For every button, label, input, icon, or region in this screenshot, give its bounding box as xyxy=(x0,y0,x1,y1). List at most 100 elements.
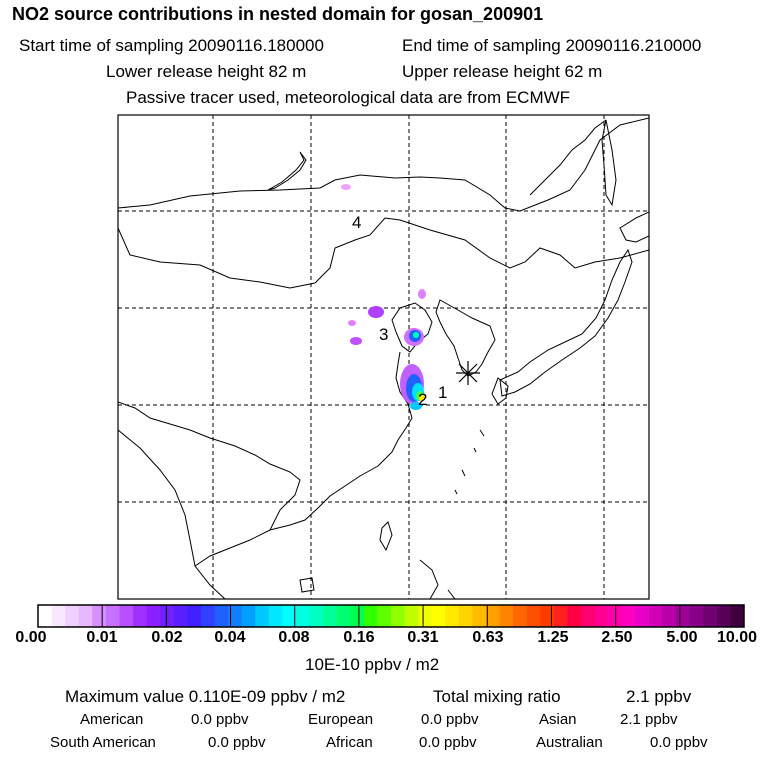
colorbar-cell xyxy=(214,605,229,627)
colorbar-cell xyxy=(703,605,718,627)
colorbar-cell xyxy=(594,605,609,627)
american-label: American xyxy=(80,711,144,728)
colorbar-cell xyxy=(553,605,568,627)
colorbar-cell xyxy=(51,605,66,627)
lower-release-height: Lower release height 82 m xyxy=(106,62,307,81)
plume-region-2 xyxy=(419,395,425,401)
european-label: European xyxy=(308,711,374,728)
colorbar-cell xyxy=(431,605,446,627)
colorbar-cell xyxy=(404,605,419,627)
colorbar-units: 10E-10 ppbv / m2 xyxy=(305,655,440,674)
colorbar-tick: 0.31 xyxy=(407,629,439,646)
indochina-coast xyxy=(118,429,226,599)
colorbar-cell xyxy=(92,605,107,627)
colorbar-tick: 0.02 xyxy=(151,629,183,646)
colorbar-frame xyxy=(37,604,745,628)
asterisk-icon xyxy=(456,361,480,385)
plume-spot xyxy=(350,337,362,345)
colorbar-tick: 10.00 xyxy=(716,629,758,646)
okhotsk-coast xyxy=(529,119,607,196)
asian-value: 2.1 ppbv xyxy=(620,711,678,728)
colorbar-cell xyxy=(187,605,202,627)
colorbar-cell xyxy=(65,605,80,627)
japan-hokkaido xyxy=(619,211,649,243)
colorbar-cell xyxy=(445,605,460,627)
australian-label: Australian xyxy=(536,734,603,751)
colorbar-cell xyxy=(676,605,691,627)
northern-border xyxy=(118,117,649,212)
region-label-4: 4 xyxy=(352,213,361,232)
colorbar-cell xyxy=(363,605,378,627)
plume-spot xyxy=(341,184,351,190)
colorbar-cell xyxy=(567,605,582,627)
plume-spot xyxy=(368,306,384,318)
philippines xyxy=(419,559,456,599)
colorbar-cell xyxy=(241,605,256,627)
end-time-label: End time of sampling 20090116.210000 xyxy=(402,36,702,55)
asian-label: Asian xyxy=(539,711,577,728)
colorbar-tick: 0.63 xyxy=(472,629,504,646)
plot-title: NO2 source contributions in nested domai… xyxy=(12,4,544,24)
african-value: 0.0 ppbv xyxy=(419,734,477,751)
colorbar-cell xyxy=(78,605,93,627)
colorbar-tick: 0.00 xyxy=(15,629,47,646)
plume-layer xyxy=(341,184,426,410)
mongolia-border xyxy=(118,217,649,289)
colorbar-tick: 0.16 xyxy=(343,629,375,646)
sakhalin xyxy=(601,119,617,207)
ryukyu-islands xyxy=(454,429,485,495)
south-american-label: South American xyxy=(50,734,156,751)
colorbar-cell xyxy=(350,605,365,627)
colorbar-cell xyxy=(648,605,664,627)
taiwan xyxy=(379,521,393,552)
colorbar-cell xyxy=(635,605,650,627)
region-label-2: 2 xyxy=(418,390,427,409)
colorbar-cell xyxy=(621,605,636,627)
colorbar-cell xyxy=(391,605,406,627)
african-label: African xyxy=(326,734,373,751)
colorbar-cell xyxy=(689,605,704,627)
colorbar-cell xyxy=(499,605,514,627)
colorbar-cell xyxy=(336,605,351,627)
tracer-note: Passive tracer used, meteorological data… xyxy=(126,88,571,107)
colorbar-cell xyxy=(472,605,487,627)
colorbar-cell xyxy=(133,605,148,627)
colorbar-tick: 0.08 xyxy=(278,629,310,646)
china-southwest-border xyxy=(118,401,301,531)
plume-spot xyxy=(348,320,356,326)
colorbar-cell xyxy=(730,605,745,627)
colorbar-cell xyxy=(255,605,270,627)
map-background xyxy=(118,115,649,599)
colorbar-cell xyxy=(200,605,215,627)
south-american-value: 0.0 ppbv xyxy=(208,734,266,751)
colorbar-cell xyxy=(418,605,433,627)
colorbar-cell xyxy=(323,605,338,627)
colorbar-cell xyxy=(282,605,297,627)
colorbar-cell xyxy=(173,605,188,627)
colorbar-cell xyxy=(662,605,677,627)
colorbar-cell xyxy=(581,605,596,627)
colorbar-cell xyxy=(268,605,283,627)
colorbar-tick: 5.00 xyxy=(666,629,698,646)
colorbar-tick: 0.01 xyxy=(86,629,118,646)
start-time-label: Start time of sampling 20090116.180000 xyxy=(19,36,324,55)
total-mixing-value: 2.1 ppbv xyxy=(626,687,692,706)
total-mixing-label: Total mixing ratio xyxy=(433,687,561,706)
japan-honshu xyxy=(499,248,633,397)
colorbar-tick: 0.04 xyxy=(214,629,246,646)
colorbar-cell xyxy=(105,605,120,627)
american-value: 0.0 ppbv xyxy=(191,711,249,728)
korea-peninsula xyxy=(435,299,496,377)
region-label-3: 3 xyxy=(379,325,388,344)
colorbar-cell xyxy=(309,605,324,627)
colorbar-cell xyxy=(228,605,243,627)
plume-region-2 xyxy=(410,402,422,410)
colorbar-cell xyxy=(38,605,53,627)
colorbar-cell xyxy=(716,605,731,627)
colorbar-cell xyxy=(146,605,161,627)
colorbar-cell xyxy=(486,605,501,627)
colorbar-cell xyxy=(160,605,175,627)
colorbar-tick: 1.25 xyxy=(537,629,569,646)
